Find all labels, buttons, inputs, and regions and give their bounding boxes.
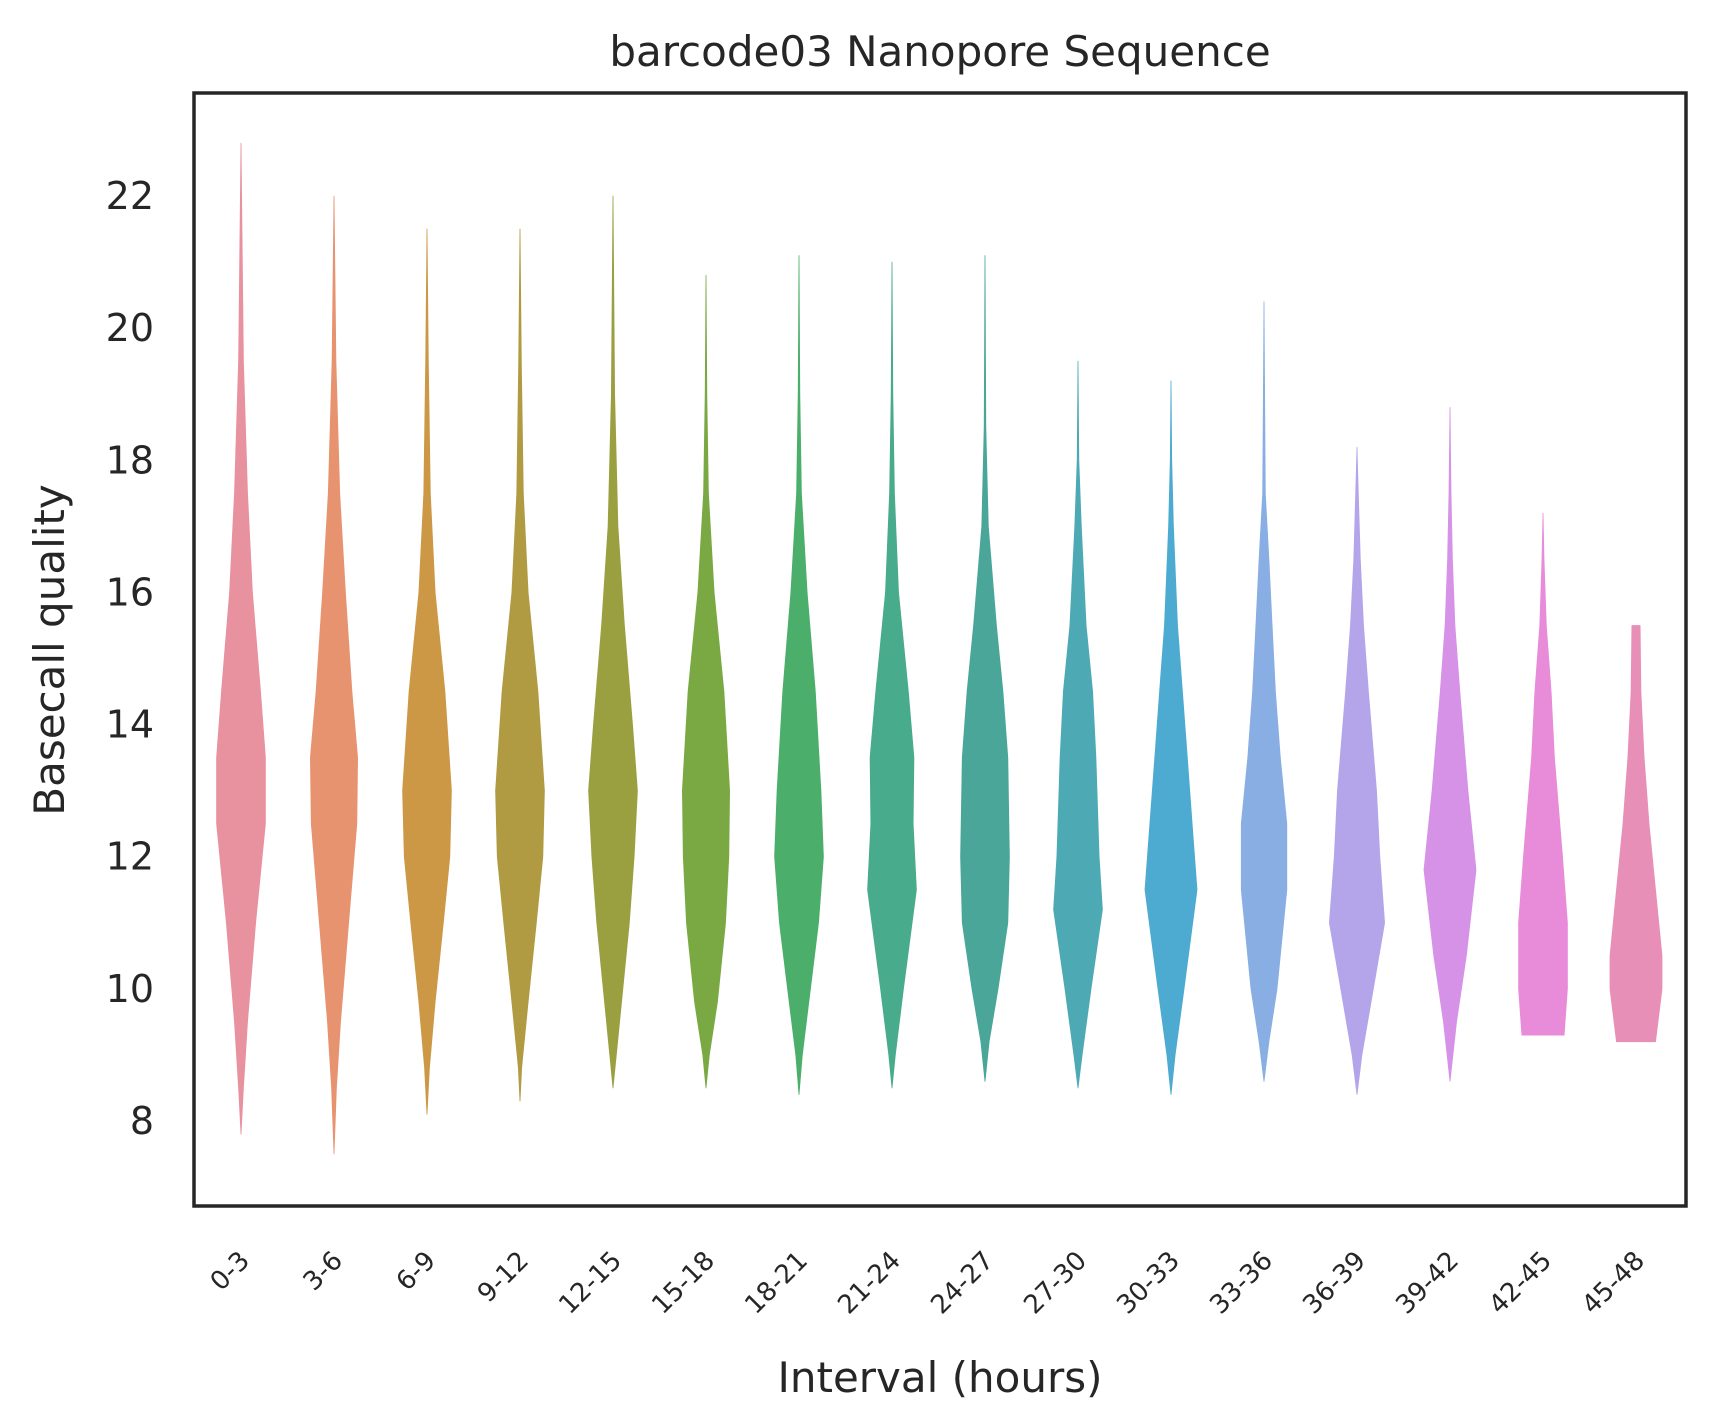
- x-tick-label: 21-24: [832, 1246, 907, 1321]
- x-tick-label: 6-9: [391, 1246, 442, 1297]
- violin-45-48: [1609, 625, 1663, 1043]
- x-tick-label: 24-27: [925, 1246, 1000, 1321]
- x-tick-label: 27-30: [1018, 1246, 1093, 1321]
- y-tick-label: 14: [106, 703, 154, 747]
- y-tick-label: 16: [106, 570, 154, 614]
- y-tick-label: 18: [106, 438, 154, 482]
- violin-6-9: [402, 228, 452, 1115]
- y-axis-label: Basecall quality: [25, 484, 74, 815]
- x-tick-label: 36-39: [1297, 1246, 1372, 1321]
- violin-42-45: [1518, 512, 1568, 1036]
- violin-24-27: [960, 255, 1010, 1082]
- violin-15-18: [682, 274, 730, 1089]
- y-axis-ticks: 8 10 12 14 16 18 20 22: [106, 174, 154, 1143]
- y-tick-label: 22: [106, 174, 154, 218]
- violin-36-39: [1329, 446, 1385, 1095]
- violin-9-12: [495, 228, 545, 1102]
- violin-3-6: [310, 195, 358, 1155]
- x-tick-label: 45-48: [1576, 1246, 1651, 1321]
- violin-group: [216, 142, 1663, 1155]
- violin-39-42: [1423, 407, 1477, 1082]
- x-axis-label: Interval (hours): [777, 1353, 1102, 1402]
- violin-30-33: [1144, 380, 1198, 1095]
- y-tick-label: 12: [106, 835, 154, 879]
- y-tick-label: 20: [106, 306, 154, 350]
- violin-0-3: [216, 142, 266, 1135]
- plot-frame: [192, 91, 1688, 1208]
- x-tick-label: 39-42: [1390, 1246, 1465, 1321]
- x-tick-label: 30-33: [1111, 1246, 1186, 1321]
- violin-12-15: [588, 195, 638, 1089]
- x-tick-label: 15-18: [646, 1246, 721, 1321]
- x-tick-label: 42-45: [1483, 1246, 1558, 1321]
- x-tick-label: 3-6: [298, 1246, 349, 1297]
- violin-18-21: [774, 255, 824, 1095]
- x-tick-label: 33-36: [1204, 1246, 1279, 1321]
- x-tick-label: 9-12: [472, 1246, 535, 1309]
- x-tick-label: 18-21: [739, 1246, 814, 1321]
- x-tick-label: 12-15: [553, 1246, 628, 1321]
- x-tick-label: 0-3: [205, 1246, 256, 1297]
- violin-33-36: [1240, 301, 1288, 1082]
- x-axis-ticks: 0-3 3-6 6-9 9-12 12-15 15-18 18-21 21-24 24-27 27…: [205, 1246, 1651, 1321]
- y-tick-label: 10: [106, 967, 154, 1011]
- y-tick-label: 8: [130, 1099, 154, 1143]
- violin-21-24: [867, 261, 917, 1089]
- chart-title: barcode03 Nanopore Sequence: [609, 27, 1270, 76]
- violin-27-30: [1053, 360, 1103, 1089]
